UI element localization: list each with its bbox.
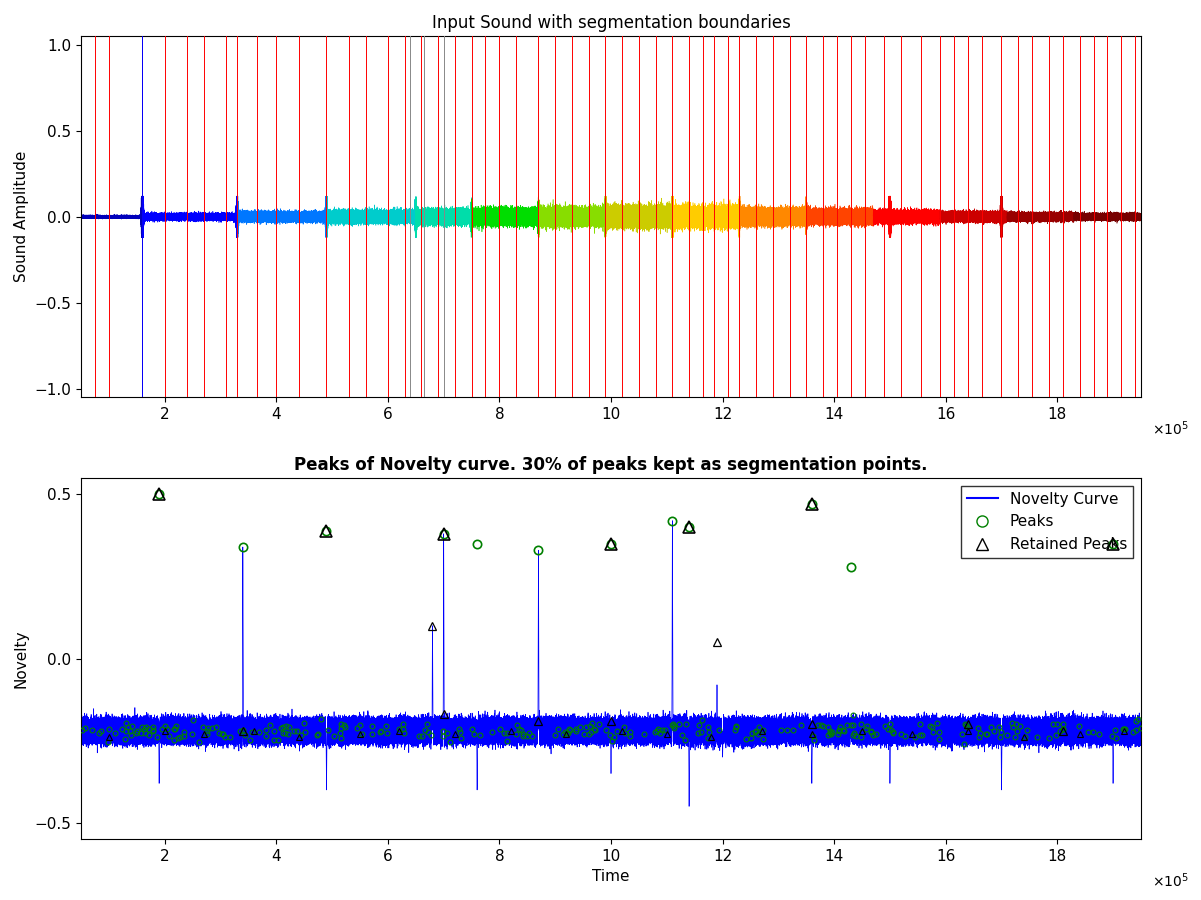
Text: $\times 10^5$: $\times 10^5$ bbox=[1152, 419, 1189, 437]
Text: $\times 10^5$: $\times 10^5$ bbox=[1152, 872, 1189, 890]
Legend: Novelty Curve, Peaks, Retained Peaks: Novelty Curve, Peaks, Retained Peaks bbox=[961, 486, 1134, 558]
Title: Peaks of Novelty curve. 30% of peaks kept as segmentation points.: Peaks of Novelty curve. 30% of peaks kep… bbox=[294, 455, 927, 473]
Title: Input Sound with segmentation boundaries: Input Sound with segmentation boundaries bbox=[431, 14, 790, 32]
X-axis label: Time: Time bbox=[592, 869, 629, 885]
Y-axis label: Novelty: Novelty bbox=[14, 629, 29, 688]
Y-axis label: Sound Amplitude: Sound Amplitude bbox=[14, 151, 29, 283]
